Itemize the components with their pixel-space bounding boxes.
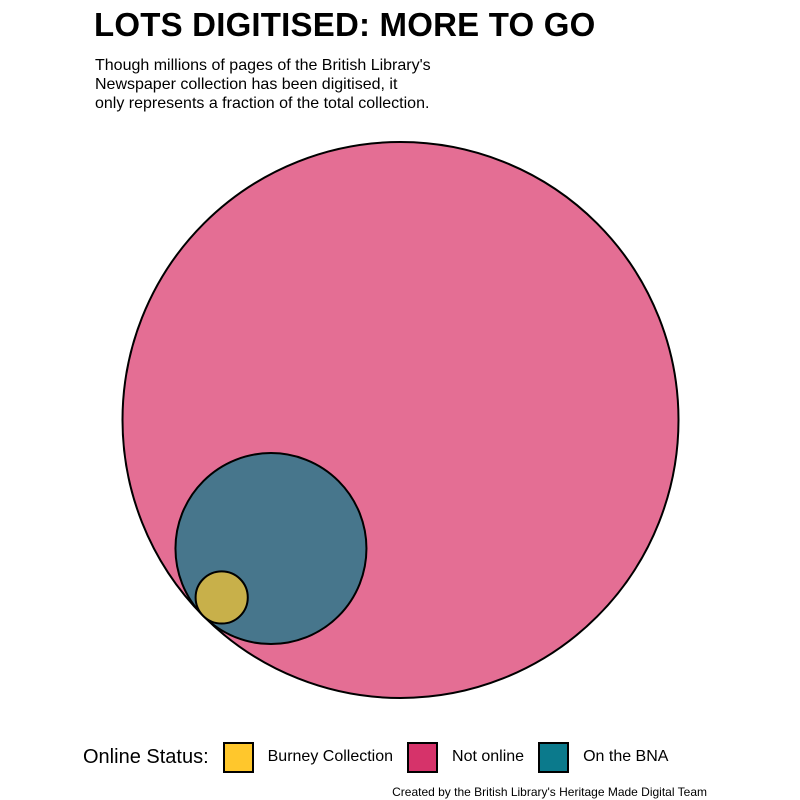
circle-burney-collection bbox=[194, 570, 249, 625]
legend-item-burney-collection: Burney Collection bbox=[222, 741, 394, 773]
subtitle-line-1: Though millions of pages of the British … bbox=[95, 57, 431, 74]
legend-key-on-the-bna bbox=[538, 741, 570, 773]
legend-title: Online Status: bbox=[83, 745, 209, 768]
legend-label-not-online: Not online bbox=[452, 748, 525, 765]
subtitle-line-2: Newspaper collection has been digitised,… bbox=[95, 76, 398, 93]
legend-label-on-the-bna: On the BNA bbox=[583, 748, 669, 765]
chart-caption: Created by the British Library's Heritag… bbox=[392, 785, 707, 799]
legend-item-on-the-bna: On the BNA bbox=[538, 741, 669, 773]
legend-key-burney-collection bbox=[222, 741, 254, 773]
legend-label-burney-collection: Burney Collection bbox=[267, 748, 394, 765]
chart-subtitle: Though millions of pages of the British … bbox=[95, 56, 431, 113]
legend: Online Status: Burney Collection Not onl… bbox=[83, 738, 682, 776]
legend-item-not-online: Not online bbox=[407, 741, 525, 773]
chart-title: LOTS DIGITISED: MORE TO GO bbox=[94, 6, 596, 43]
subtitle-line-3: only represents a fraction of the total … bbox=[95, 95, 430, 112]
legend-key-not-online bbox=[407, 741, 439, 773]
